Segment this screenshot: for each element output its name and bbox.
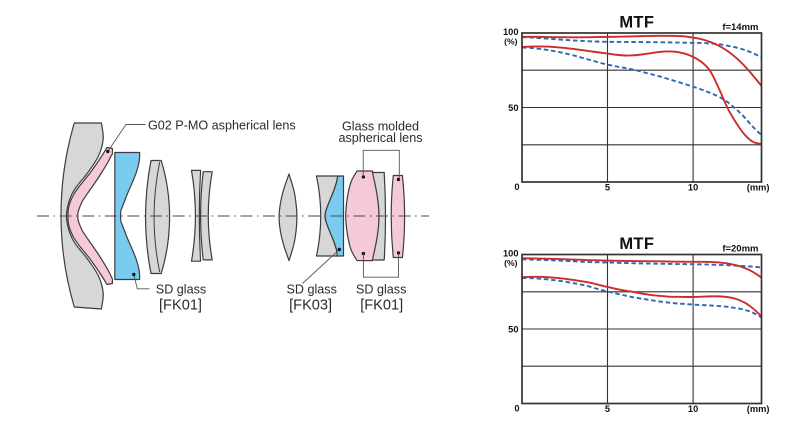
svg-text:100: 100 <box>503 27 519 37</box>
svg-text:MTF: MTF <box>619 235 654 253</box>
svg-text:10: 10 <box>688 183 698 193</box>
svg-text:[FK03]: [FK03] <box>289 298 332 314</box>
svg-text:[FK01]: [FK01] <box>360 298 403 314</box>
svg-text:SD glass: SD glass <box>356 282 406 296</box>
svg-text:0: 0 <box>514 404 519 414</box>
svg-text:aspherical lens: aspherical lens <box>338 131 422 145</box>
svg-text:f=14mm: f=14mm <box>722 22 758 33</box>
svg-text:Glass molded: Glass molded <box>342 120 419 134</box>
svg-text:[FK01]: [FK01] <box>159 298 202 314</box>
svg-text:SD glass: SD glass <box>156 282 206 296</box>
svg-text:0: 0 <box>514 182 519 192</box>
svg-text:(mm): (mm) <box>747 404 770 414</box>
svg-text:G02 P-MO aspherical lens: G02 P-MO aspherical lens <box>148 119 296 133</box>
svg-text:(%): (%) <box>504 37 518 47</box>
svg-text:MTF: MTF <box>619 14 654 32</box>
svg-text:(%): (%) <box>504 258 518 268</box>
svg-text:10: 10 <box>688 404 698 414</box>
svg-text:(mm): (mm) <box>747 183 770 193</box>
svg-text:100: 100 <box>503 248 519 258</box>
svg-text:f=20mm: f=20mm <box>722 244 758 255</box>
svg-text:50: 50 <box>508 324 518 334</box>
svg-text:SD glass: SD glass <box>286 282 336 296</box>
svg-text:5: 5 <box>605 183 610 193</box>
svg-text:5: 5 <box>605 404 610 414</box>
svg-text:50: 50 <box>508 103 518 113</box>
